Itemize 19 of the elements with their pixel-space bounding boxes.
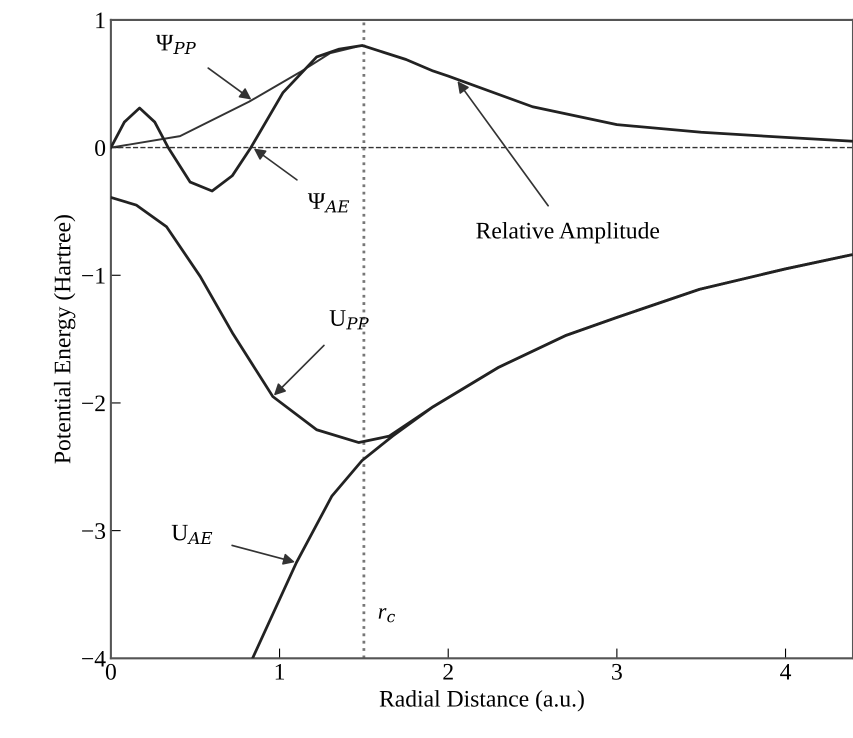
y-tick-label: 0 xyxy=(95,140,106,156)
x-tick-label: 3 xyxy=(612,664,622,680)
y-tick-label: −3 xyxy=(82,523,106,540)
y-tick-label: 1 xyxy=(96,12,105,28)
annotation: U$_{AE}$ xyxy=(172,524,212,544)
y-axis-title: Potential Energy (Hartree) xyxy=(54,215,76,464)
annotation: Ψ$_{PP}$ xyxy=(156,34,196,54)
y-tick-label: −4 xyxy=(82,650,106,666)
x-tick-label: 0 xyxy=(106,664,116,680)
annotation: Relative Amplitude xyxy=(476,222,660,244)
y-tick-label: −1 xyxy=(82,268,105,284)
x-tick-label: 4 xyxy=(780,664,792,680)
x-axis-title: Radial Distance (a.u.) xyxy=(380,690,584,712)
x-tick-label: 1 xyxy=(276,664,284,680)
x-tick-label: 2 xyxy=(443,664,453,680)
annotation: Ψ$_{AE}$ xyxy=(308,193,350,212)
annotation: U$_{PP}$ xyxy=(330,310,369,330)
ref-line-label: r$_{c}$ xyxy=(378,608,396,622)
y-tick-label: −2 xyxy=(82,396,105,412)
